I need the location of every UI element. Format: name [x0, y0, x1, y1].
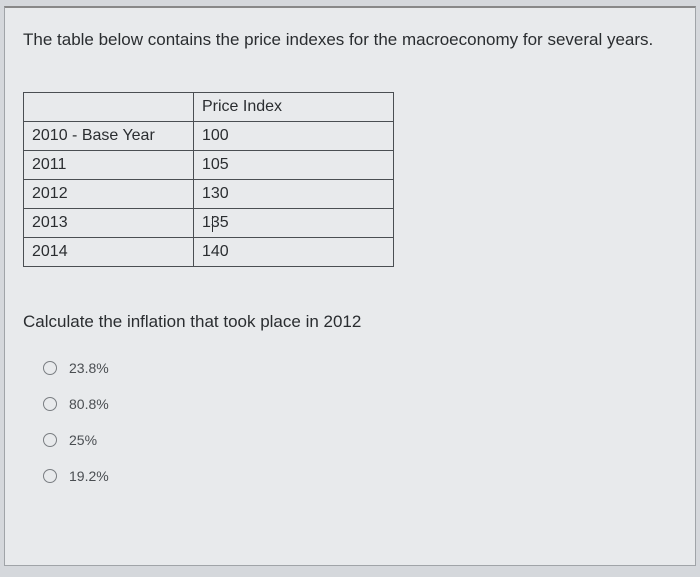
cell-year: 2010 - Base Year — [24, 121, 194, 150]
radio-icon — [43, 397, 57, 411]
cell-index: 135 — [194, 208, 394, 237]
option-b[interactable]: 80.8% — [43, 396, 677, 412]
option-label: 80.8% — [69, 396, 109, 412]
cell-index: 105 — [194, 150, 394, 179]
question-text: Calculate the inflation that took place … — [23, 312, 677, 332]
table-row: 2013 135 — [24, 208, 394, 237]
radio-icon — [43, 361, 57, 375]
table-row: 2014 140 — [24, 237, 394, 266]
table-row: 2011 105 — [24, 150, 394, 179]
intro-text: The table below contains the price index… — [23, 28, 677, 52]
cell-index: 130 — [194, 179, 394, 208]
cell-index-value: 135 — [202, 214, 229, 232]
cell-year: 2011 — [24, 150, 194, 179]
table-row: 2012 130 — [24, 179, 394, 208]
radio-icon — [43, 469, 57, 483]
cell-index: 100 — [194, 121, 394, 150]
options-group: 23.8% 80.8% 25% 19.2% — [23, 360, 677, 484]
option-c[interactable]: 25% — [43, 432, 677, 448]
table-header-row: Price Index — [24, 92, 394, 121]
cell-year: 2014 — [24, 237, 194, 266]
price-index-table: Price Index 2010 - Base Year 100 2011 10… — [23, 92, 394, 267]
cell-index: 140 — [194, 237, 394, 266]
table-row: 2010 - Base Year 100 — [24, 121, 394, 150]
header-blank — [24, 92, 194, 121]
cell-year: 2012 — [24, 179, 194, 208]
option-d[interactable]: 19.2% — [43, 468, 677, 484]
question-panel: The table below contains the price index… — [4, 6, 696, 566]
header-price-index: Price Index — [194, 92, 394, 121]
option-label: 23.8% — [69, 360, 109, 376]
cell-year: 2013 — [24, 208, 194, 237]
radio-icon — [43, 433, 57, 447]
option-label: 25% — [69, 432, 97, 448]
option-label: 19.2% — [69, 468, 109, 484]
option-a[interactable]: 23.8% — [43, 360, 677, 376]
